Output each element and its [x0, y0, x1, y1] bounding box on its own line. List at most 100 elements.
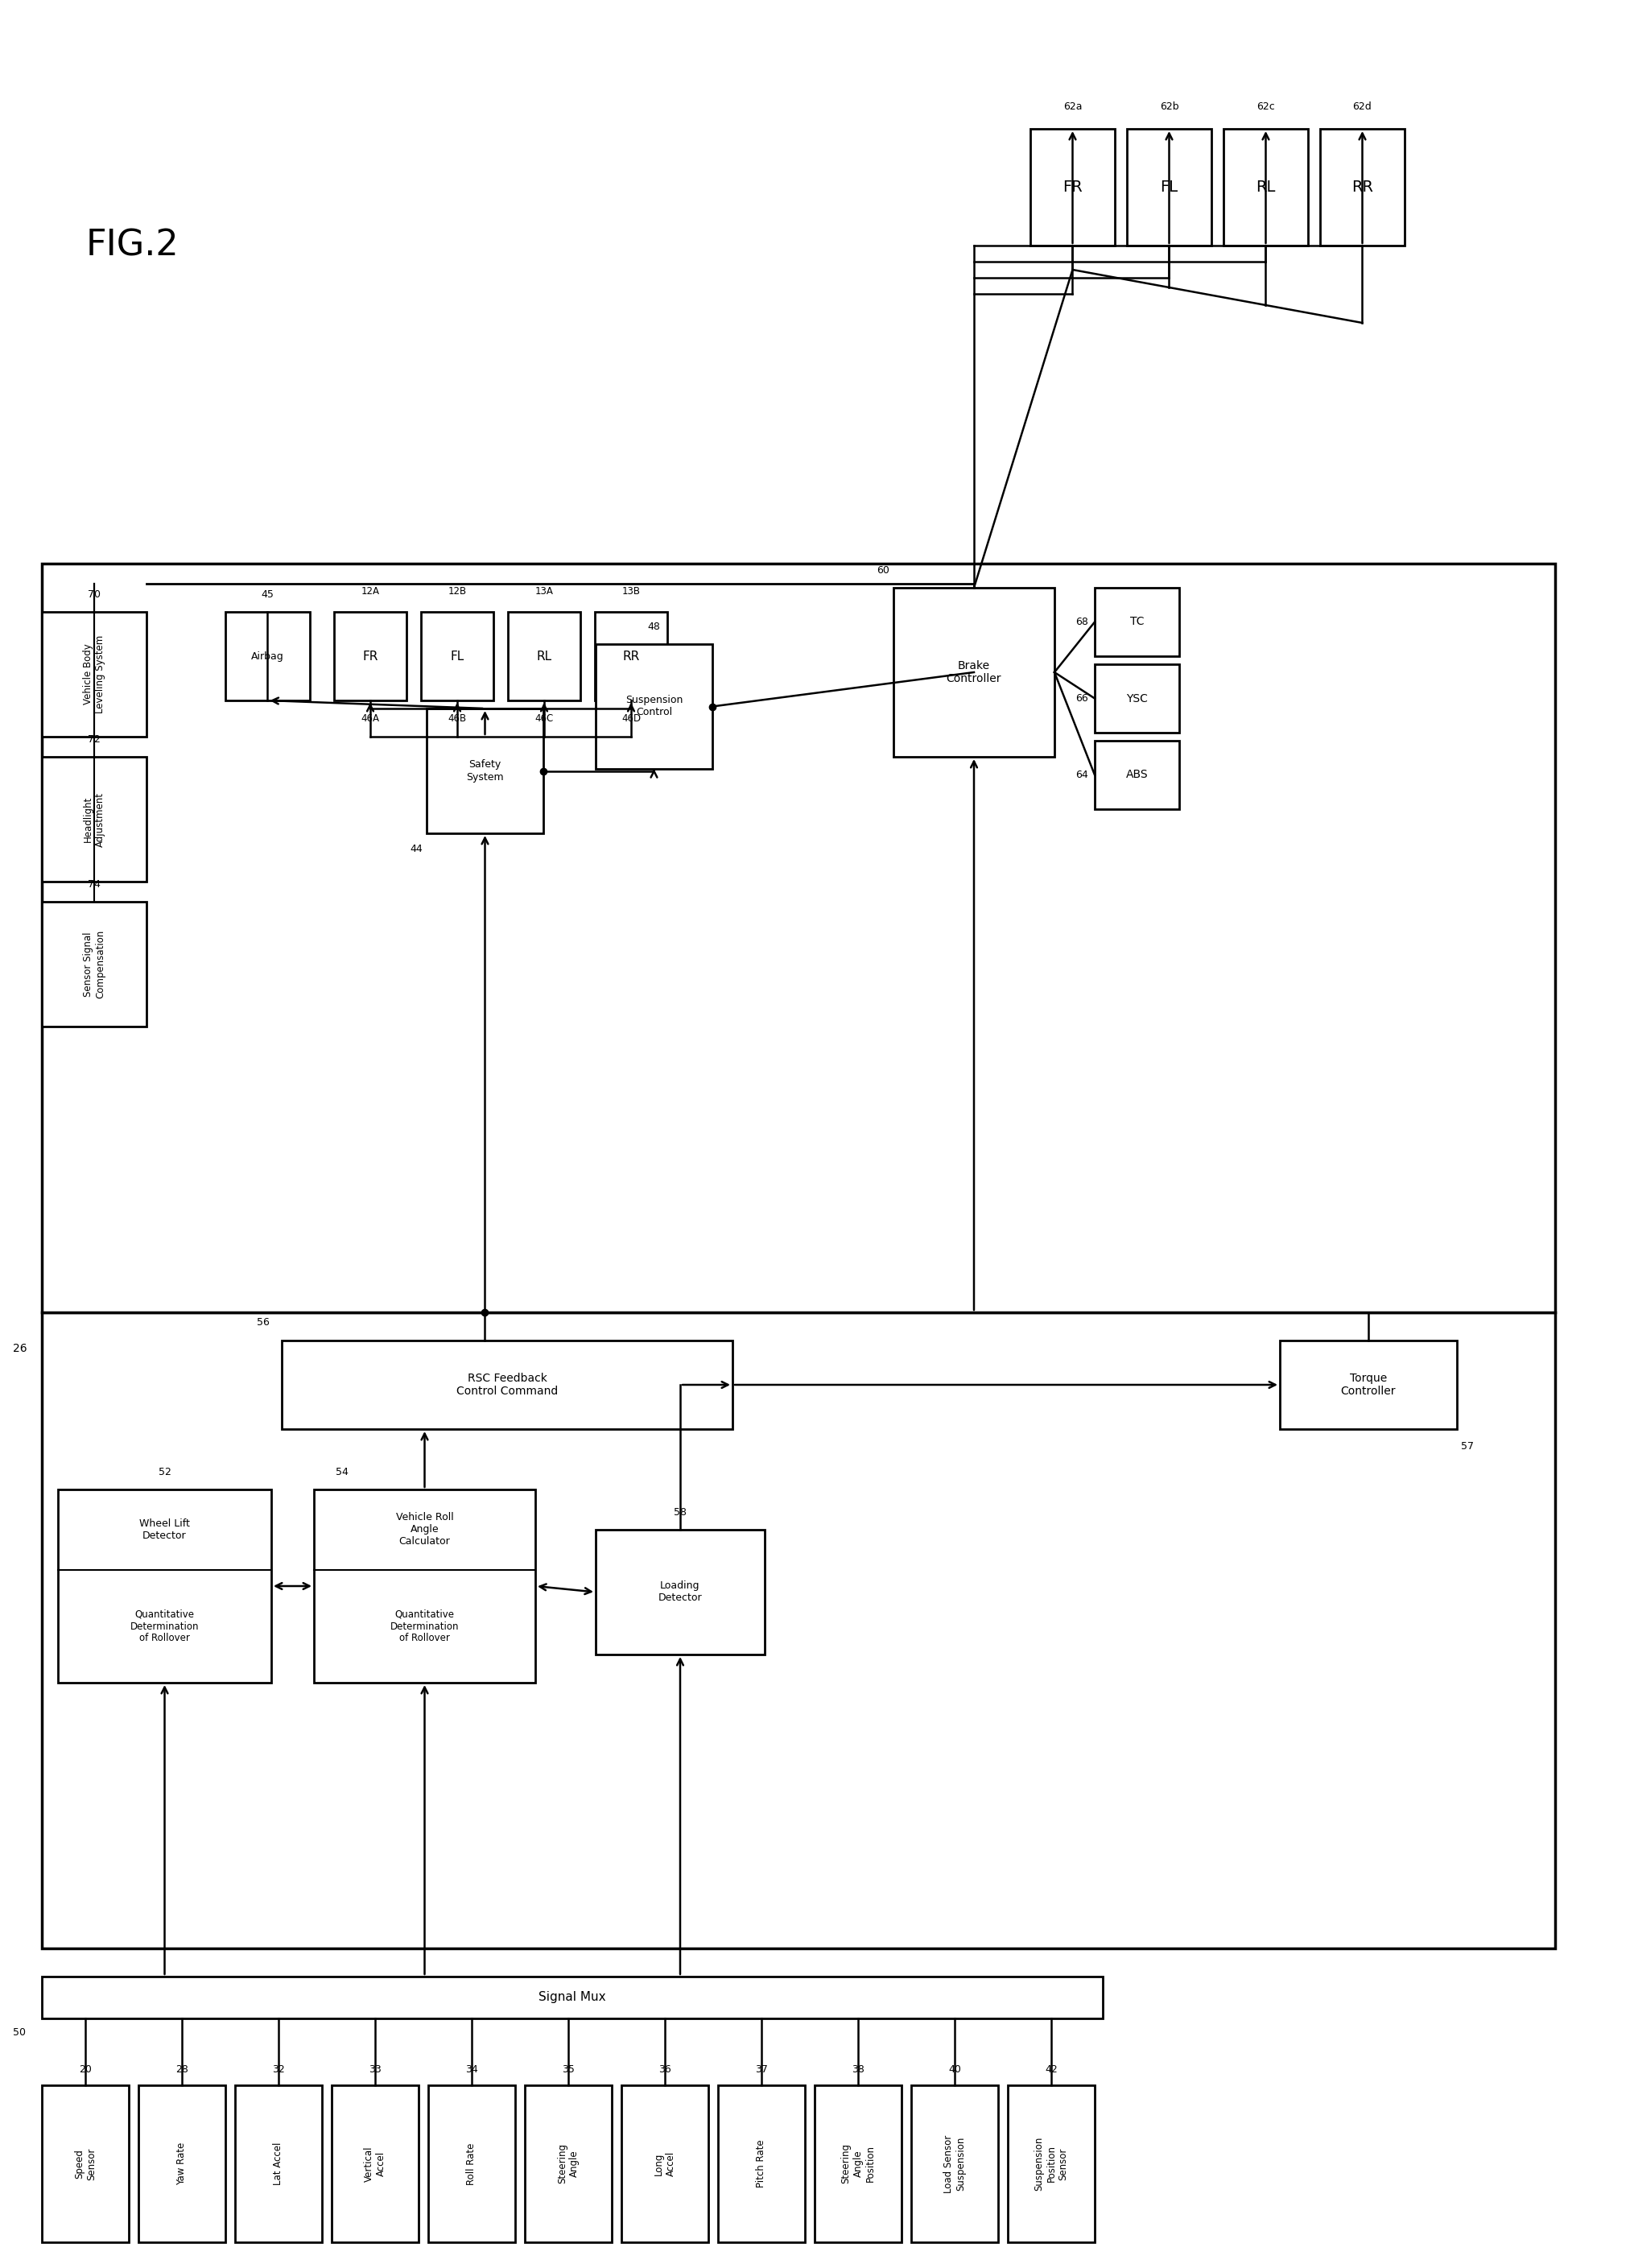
Bar — [1127, 129, 1211, 245]
Text: 57: 57 — [1461, 1442, 1474, 1452]
Bar — [1095, 665, 1180, 733]
Text: 20: 20 — [78, 2064, 92, 2075]
Text: 32: 32 — [273, 2064, 284, 2075]
Bar — [333, 612, 407, 701]
Text: Torque
Controller: Torque Controller — [1342, 1372, 1395, 1397]
Bar — [621, 2084, 708, 2243]
Bar — [717, 2084, 806, 2243]
Bar — [42, 1313, 1556, 1948]
Bar — [42, 903, 147, 1027]
Bar — [42, 758, 147, 882]
Text: 64: 64 — [1075, 769, 1088, 780]
Text: 36: 36 — [659, 2064, 672, 2075]
Bar — [332, 2084, 418, 2243]
Bar — [139, 2084, 225, 2243]
Text: 46A: 46A — [361, 712, 379, 723]
Text: Roll Rate: Roll Rate — [466, 2143, 477, 2184]
Text: 13A: 13A — [534, 587, 554, 596]
Text: 12B: 12B — [448, 587, 466, 596]
Text: 40: 40 — [948, 2064, 961, 2075]
Text: 56: 56 — [257, 1318, 270, 1329]
Text: Steering
Angle: Steering Angle — [557, 2143, 580, 2184]
Text: Vehicle Roll
Angle
Calculator: Vehicle Roll Angle Calculator — [395, 1513, 454, 1547]
Text: 66: 66 — [1075, 694, 1088, 703]
Text: Airbag: Airbag — [252, 651, 284, 662]
Bar — [1031, 129, 1114, 245]
Text: Vertical
Accel: Vertical Accel — [364, 2146, 386, 2182]
Text: 46C: 46C — [534, 712, 554, 723]
Bar — [815, 2084, 902, 2243]
Text: 44: 44 — [410, 844, 423, 855]
Bar — [422, 612, 493, 701]
Text: 46D: 46D — [621, 712, 641, 723]
Text: Safety
System: Safety System — [466, 760, 503, 782]
Bar — [596, 1529, 765, 1653]
Text: Headlight
Adjustment: Headlight Adjustment — [83, 792, 106, 846]
Text: 35: 35 — [562, 2064, 575, 2075]
Text: Load Sensor
Suspension: Load Sensor Suspension — [943, 2134, 966, 2193]
Text: Steering
Angle
Position: Steering Angle Position — [842, 2143, 876, 2184]
Text: 70: 70 — [88, 590, 101, 599]
Text: Brake
Controller: Brake Controller — [946, 660, 1002, 685]
Bar — [894, 587, 1054, 758]
Text: Lat Accel: Lat Accel — [273, 2143, 284, 2186]
Text: 28: 28 — [175, 2064, 188, 2075]
Text: 62d: 62d — [1353, 102, 1373, 111]
Text: Wheel Lift
Detector: Wheel Lift Detector — [139, 1520, 190, 1540]
Text: Pitch Rate: Pitch Rate — [757, 2139, 766, 2189]
Text: Quantitative
Determination
of Rollover: Quantitative Determination of Rollover — [391, 1608, 459, 1644]
Bar — [596, 644, 712, 769]
Bar — [42, 612, 147, 737]
Text: 33: 33 — [369, 2064, 381, 2075]
Text: 34: 34 — [466, 2064, 479, 2075]
Bar — [525, 2084, 611, 2243]
Text: Yaw Rate: Yaw Rate — [176, 2143, 188, 2184]
Text: 45: 45 — [261, 590, 275, 599]
Bar — [1320, 129, 1405, 245]
Bar — [912, 2084, 998, 2243]
Text: FR: FR — [1062, 179, 1082, 195]
Bar — [1095, 742, 1180, 810]
Text: ABS: ABS — [1126, 769, 1149, 780]
Bar — [42, 562, 1556, 1313]
Text: Vehicle Body
Leveling System: Vehicle Body Leveling System — [83, 635, 106, 714]
Text: 62c: 62c — [1257, 102, 1275, 111]
Bar — [57, 1490, 271, 1683]
Text: 62b: 62b — [1160, 102, 1178, 111]
Bar — [225, 612, 310, 701]
Bar — [426, 708, 544, 832]
Text: 12A: 12A — [361, 587, 379, 596]
Bar — [42, 1975, 1103, 2019]
Bar — [1008, 2084, 1095, 2243]
Text: Long
Accel: Long Accel — [654, 2152, 676, 2177]
Bar — [508, 612, 580, 701]
Bar — [1279, 1340, 1458, 1429]
Text: TC: TC — [1131, 617, 1144, 628]
Text: RL: RL — [1257, 179, 1276, 195]
Text: 48: 48 — [647, 621, 660, 631]
Text: FR: FR — [363, 651, 377, 662]
Text: 52: 52 — [158, 1467, 172, 1476]
Text: Sensor Signal
Compensation: Sensor Signal Compensation — [83, 930, 106, 998]
Text: FL: FL — [451, 651, 464, 662]
Text: 68: 68 — [1075, 617, 1088, 628]
Bar — [235, 2084, 322, 2243]
Text: 50: 50 — [13, 2028, 26, 2039]
Text: 46B: 46B — [448, 712, 466, 723]
Text: 72: 72 — [88, 735, 101, 744]
Bar — [595, 612, 667, 701]
Text: 58: 58 — [673, 1506, 686, 1517]
Text: RR: RR — [623, 651, 639, 662]
Text: Suspension
Control: Suspension Control — [626, 696, 683, 717]
Text: 60: 60 — [877, 565, 889, 576]
Text: Signal Mux: Signal Mux — [539, 1991, 606, 2003]
Text: YSC: YSC — [1126, 692, 1147, 703]
Text: FL: FL — [1160, 179, 1178, 195]
Text: RSC Feedback
Control Command: RSC Feedback Control Command — [456, 1372, 557, 1397]
Bar — [428, 2084, 515, 2243]
Text: FIG.2: FIG.2 — [87, 229, 180, 263]
Bar — [1095, 587, 1180, 655]
Text: Loading
Detector: Loading Detector — [659, 1581, 703, 1603]
Bar — [42, 2084, 129, 2243]
Bar — [281, 1340, 732, 1429]
